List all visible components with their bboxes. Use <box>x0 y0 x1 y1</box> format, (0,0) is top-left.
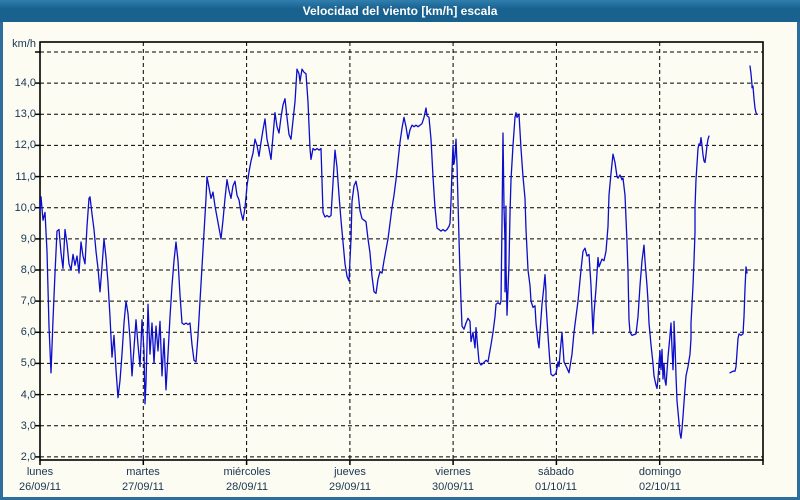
y-tick-label: 7,0 <box>20 295 36 307</box>
x-axis-day-label: viernes <box>435 466 471 478</box>
x-axis-date-label: 28/09/11 <box>225 481 268 493</box>
x-axis-day-label: martes <box>126 466 160 478</box>
x-axis-day-label: jueves <box>334 466 366 478</box>
y-tick-label: 12,0 <box>14 139 36 151</box>
y-tick-label: 14,0 <box>14 77 36 89</box>
window-title: Velocidad del viento [km/h] escala <box>302 4 498 18</box>
x-axis-day-label: sábado <box>537 466 575 478</box>
y-tick-label: 3,0 <box>20 420 36 432</box>
window-title-bar: Velocidad del viento [km/h] escala <box>0 0 800 22</box>
x-axis-date-label: 02/10/11 <box>638 481 681 493</box>
x-axis-date-label: 01/10/11 <box>534 481 577 493</box>
y-tick-label: 13,0 <box>14 108 36 120</box>
y-tick-label: 5,0 <box>20 357 36 369</box>
y-tick-label: 10,0 <box>14 202 36 214</box>
y-tick-label: 11,0 <box>15 171 36 183</box>
wind-speed-chart <box>35 41 764 465</box>
x-axis-date-label: 27/09/11 <box>121 481 164 493</box>
x-axis-day-label: domingo <box>638 466 682 478</box>
y-tick-label: 6,0 <box>20 326 36 338</box>
y-tick-label: 9,0 <box>20 233 36 245</box>
y-tick-label: 8,0 <box>20 264 36 276</box>
x-axis-date-label: 30/09/11 <box>431 481 474 493</box>
x-axis-date-label: 29/09/11 <box>328 481 371 493</box>
y-tick-label: 4,0 <box>20 389 36 401</box>
chart-area: km/h 14,0 13,0 12,0 11,0 10,0 9,0 8,0 7,0 6,0 5,0… <box>3 22 797 497</box>
x-axis-date-label: 26/09/11 <box>18 481 61 493</box>
x-axis-day-label: miércoles <box>223 466 271 478</box>
y-tick-label: 2,0 <box>20 451 36 463</box>
x-axis-day-label: lunes <box>26 466 54 478</box>
y-axis-unit-label: km/h <box>12 38 36 50</box>
